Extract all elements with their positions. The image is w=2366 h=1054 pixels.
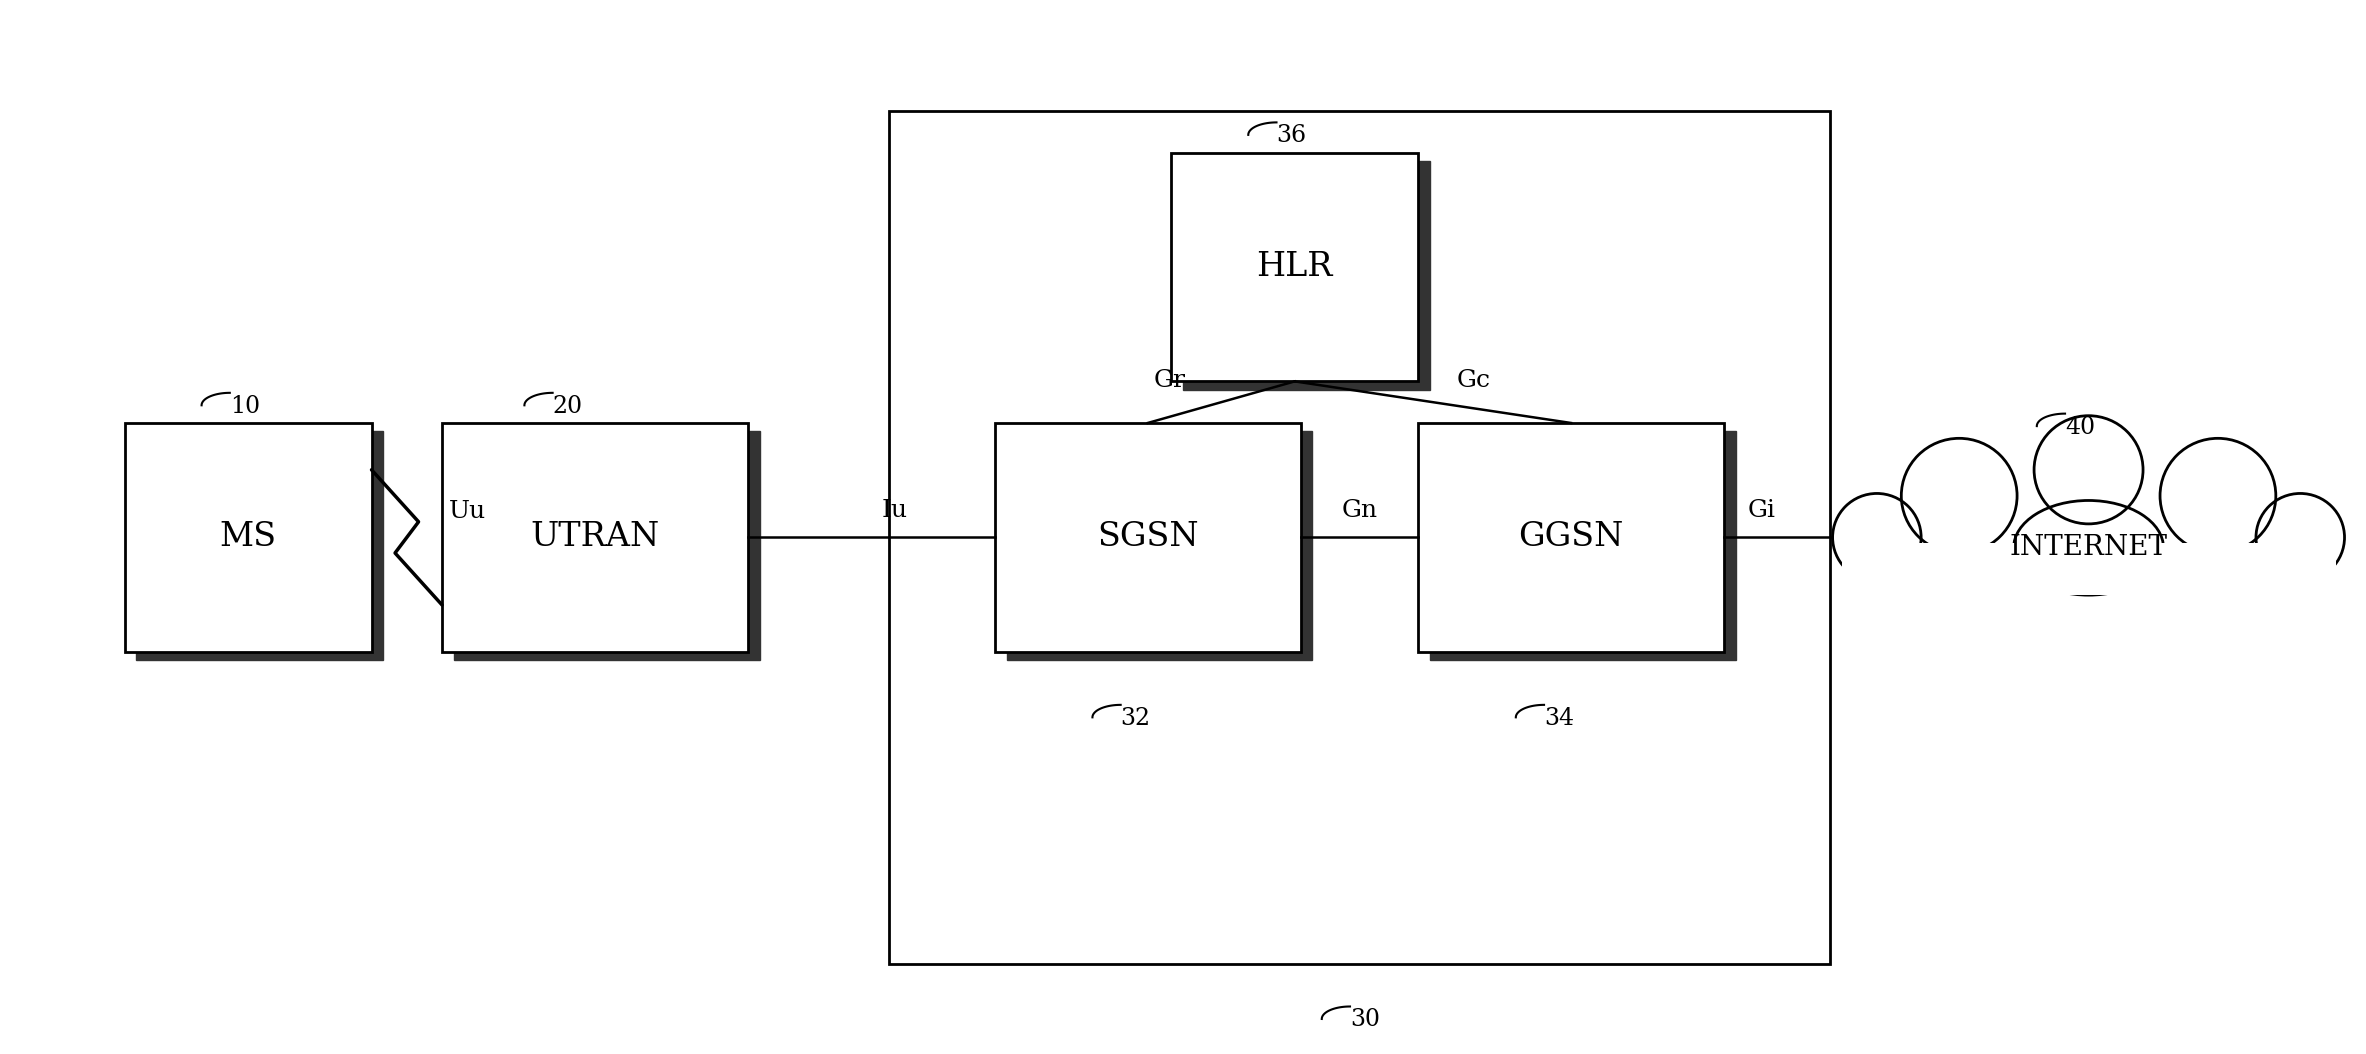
- Bar: [442, 423, 748, 651]
- Text: Gn: Gn: [1342, 499, 1377, 522]
- Bar: [1417, 423, 1725, 651]
- Ellipse shape: [2035, 415, 2144, 524]
- Text: 36: 36: [1278, 124, 1306, 148]
- Text: MS: MS: [220, 522, 277, 553]
- Bar: [137, 431, 383, 660]
- Text: 40: 40: [2066, 415, 2096, 438]
- Text: 10: 10: [230, 395, 260, 417]
- Bar: [454, 431, 759, 660]
- Text: GGSN: GGSN: [1519, 522, 1623, 553]
- Ellipse shape: [1834, 493, 1921, 582]
- Bar: [1429, 431, 1737, 660]
- Ellipse shape: [1902, 438, 2018, 553]
- Bar: [994, 423, 1301, 651]
- Bar: [1171, 153, 1417, 382]
- Bar: [125, 423, 371, 651]
- Text: Iu: Iu: [883, 499, 909, 522]
- Text: Uu: Uu: [450, 500, 487, 523]
- Text: SGSN: SGSN: [1098, 522, 1200, 553]
- Text: INTERNET: INTERNET: [2009, 534, 2167, 562]
- Text: 30: 30: [1351, 1009, 1379, 1032]
- Ellipse shape: [2257, 493, 2345, 582]
- Text: 20: 20: [554, 395, 582, 417]
- Bar: [1006, 431, 1313, 660]
- Ellipse shape: [2013, 501, 2163, 596]
- Text: Gr: Gr: [1155, 369, 1185, 392]
- Text: HLR: HLR: [1256, 251, 1332, 282]
- Ellipse shape: [2160, 438, 2276, 553]
- Text: 34: 34: [1545, 707, 1573, 729]
- Text: Gc: Gc: [1457, 369, 1491, 392]
- Text: Gi: Gi: [1748, 499, 1774, 522]
- Bar: [890, 111, 1829, 963]
- Text: 32: 32: [1121, 707, 1150, 729]
- Bar: [1841, 543, 2335, 594]
- Bar: [1183, 161, 1429, 390]
- Text: UTRAN: UTRAN: [530, 522, 660, 553]
